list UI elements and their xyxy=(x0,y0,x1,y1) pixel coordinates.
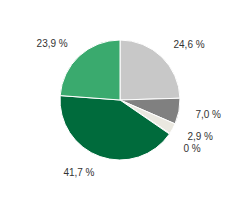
slices xyxy=(60,40,180,160)
data-label: 2,9 % xyxy=(187,131,213,142)
data-label: 23,9 % xyxy=(37,38,68,49)
data-labels: 24,6 % 7,0 % 2,9 %0 % 41,7 % 23,9 % xyxy=(37,38,222,178)
slice xyxy=(120,40,180,100)
chart: 24,6 % 7,0 % 2,9 %0 % 41,7 % 23,9 % xyxy=(0,0,240,200)
data-label: 7,0 % xyxy=(195,109,221,120)
data-label: 41,7 % xyxy=(63,167,94,178)
data-label: 24,6 % xyxy=(173,39,204,50)
pie: 24,6 % 7,0 % 2,9 %0 % 41,7 % 23,9 % xyxy=(37,38,222,178)
slice xyxy=(60,96,169,160)
slice xyxy=(60,40,120,100)
data-label: 0 % xyxy=(184,143,201,154)
